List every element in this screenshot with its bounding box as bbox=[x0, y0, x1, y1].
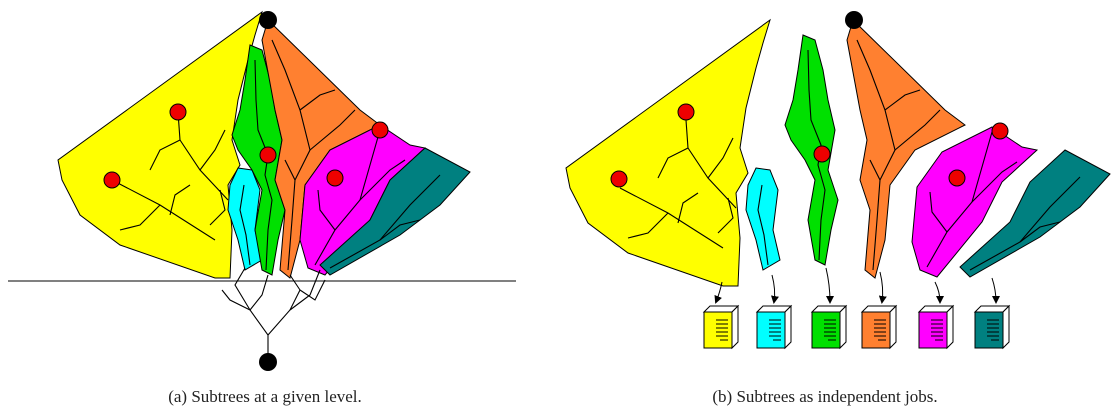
top-node bbox=[259, 11, 277, 29]
servers bbox=[704, 306, 1009, 348]
subtree-regions bbox=[58, 12, 470, 278]
figure: (a) Subtrees at a given level. (b) Subtr… bbox=[0, 0, 1113, 420]
top-node bbox=[845, 11, 863, 29]
root-tree bbox=[222, 268, 325, 360]
job-arrows bbox=[716, 268, 996, 302]
root-node bbox=[259, 353, 277, 371]
panel-a: (a) Subtrees at a given level. bbox=[8, 11, 516, 406]
panel-b: (b) Subtrees as independent jobs. bbox=[566, 11, 1110, 406]
caption-a: (a) Subtrees at a given level. bbox=[168, 387, 362, 406]
caption-b: (b) Subtrees as independent jobs. bbox=[712, 387, 937, 406]
